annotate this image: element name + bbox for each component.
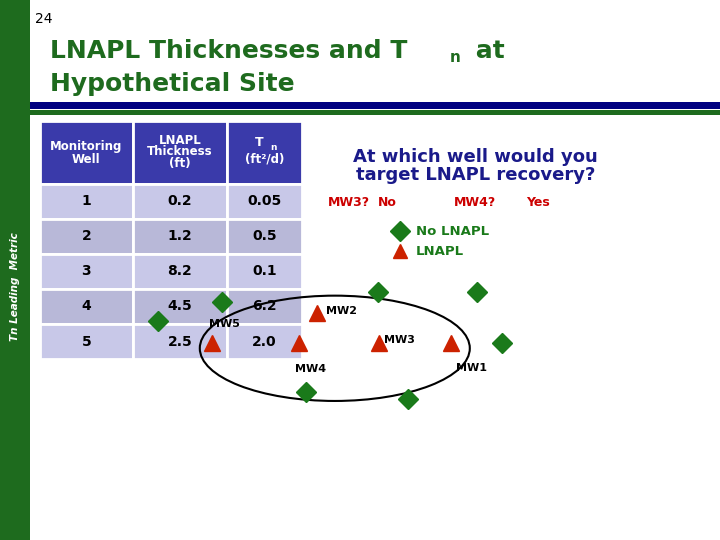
Text: MW1: MW1 [456, 363, 487, 374]
Bar [30, 102, 720, 109]
Bar [227, 289, 302, 324]
Bar [133, 219, 227, 254]
Text: 1.2: 1.2 [168, 230, 192, 243]
Bar [40, 254, 133, 289]
Text: At which well would you: At which well would you [353, 147, 598, 166]
Bar [227, 184, 302, 219]
Text: Thickness: Thickness [147, 145, 213, 158]
Text: (ft): (ft) [169, 157, 191, 170]
Text: target LNAPL recovery?: target LNAPL recovery? [356, 166, 595, 185]
Bar [40, 219, 133, 254]
Bar [133, 324, 227, 359]
Text: Hypothetical Site: Hypothetical Site [50, 72, 295, 96]
Text: LNAPL: LNAPL [416, 245, 464, 258]
Bar [227, 122, 302, 184]
Text: 2: 2 [81, 230, 91, 243]
Text: LNAPL: LNAPL [158, 134, 202, 147]
Text: MW3: MW3 [384, 335, 415, 345]
Bar [40, 324, 133, 359]
Bar [227, 324, 302, 359]
Text: 3: 3 [81, 265, 91, 278]
Text: 6.2: 6.2 [252, 300, 277, 313]
Bar [133, 254, 227, 289]
Text: MW4?: MW4? [454, 196, 496, 209]
Text: n: n [450, 50, 461, 65]
Text: No LNAPL: No LNAPL [416, 225, 490, 238]
Text: MW4: MW4 [295, 364, 326, 375]
Text: Yes: Yes [526, 196, 549, 209]
Text: 24: 24 [35, 12, 52, 26]
Text: T: T [255, 136, 263, 150]
Text: 2.5: 2.5 [168, 335, 192, 348]
Text: at: at [467, 39, 504, 63]
Text: 0.1: 0.1 [252, 265, 277, 278]
Bar [40, 289, 133, 324]
Text: MW2: MW2 [326, 306, 357, 315]
Text: Monitoring: Monitoring [50, 139, 122, 153]
Text: No: No [378, 196, 397, 209]
Bar [227, 254, 302, 289]
Text: n: n [271, 143, 277, 152]
Bar [40, 184, 133, 219]
Text: 5: 5 [81, 335, 91, 348]
Bar [133, 289, 227, 324]
Text: LNAPL Thicknesses and T: LNAPL Thicknesses and T [50, 39, 408, 63]
Bar [30, 110, 720, 115]
Text: 4: 4 [81, 300, 91, 313]
Text: 8.2: 8.2 [168, 265, 192, 278]
Text: Tn Leading  Metric: Tn Leading Metric [10, 232, 20, 341]
Text: MW5: MW5 [209, 319, 240, 329]
Text: 1: 1 [81, 194, 91, 208]
Bar [40, 122, 133, 184]
Text: Well: Well [72, 152, 101, 166]
Text: 0.2: 0.2 [168, 194, 192, 208]
Text: 4.5: 4.5 [168, 300, 192, 313]
Bar [227, 219, 302, 254]
Text: 2.0: 2.0 [252, 335, 277, 348]
Text: 0.5: 0.5 [252, 230, 277, 243]
Bar [133, 122, 227, 184]
Text: (ft²/d): (ft²/d) [245, 152, 284, 166]
Bar [0, 0, 30, 540]
Text: 0.05: 0.05 [248, 194, 282, 208]
Text: MW3?: MW3? [328, 196, 370, 209]
Bar [133, 184, 227, 219]
